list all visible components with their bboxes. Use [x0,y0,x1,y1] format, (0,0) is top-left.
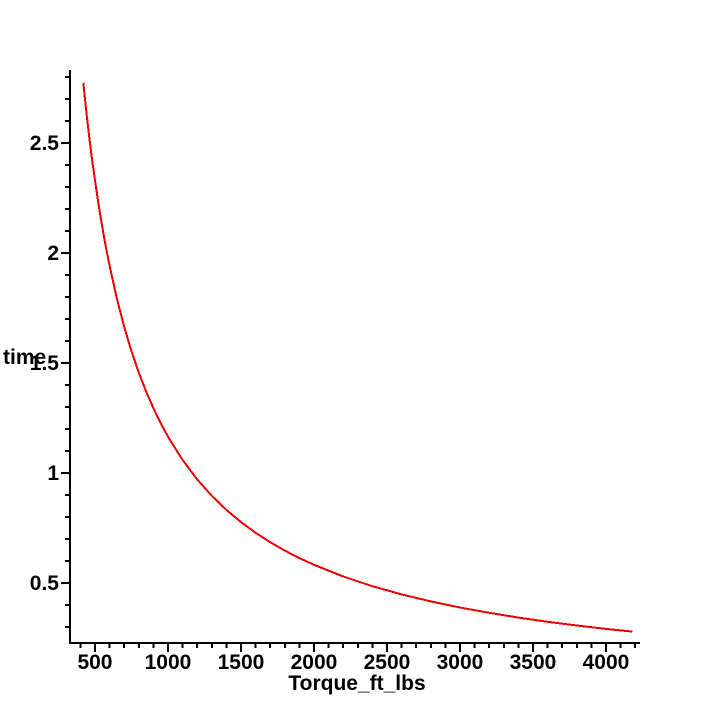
x-tick-label: 2000 [291,651,338,674]
y-tick-label: 0.5 [30,572,60,595]
y-tick-label: 1.5 [30,352,60,375]
curve-layer [82,82,633,633]
y-axis-ticks: 0.5 1 1.5 2 2.5 [30,76,70,628]
x-tick-label: 1500 [218,651,265,674]
x-tick-label: 3500 [510,651,557,674]
y-tick-label: 2.5 [30,132,60,155]
x-tick-label: 1000 [145,651,192,674]
x-tick-label: 500 [77,651,112,674]
x-tick-label: 4000 [583,651,630,674]
time-vs-torque-curve [82,82,633,633]
x-tick-label: 2500 [364,651,411,674]
x-tick-label: 3000 [437,651,484,674]
x-axis-label: Torque_ft_lbs [288,672,425,695]
y-tick-label: 2 [47,242,59,265]
x-axis-ticks: 500 1000 1500 2000 2500 3000 3500 4000 [77,643,637,674]
y-tick-label: 1 [47,462,59,485]
y-axis-label: time [3,346,46,369]
